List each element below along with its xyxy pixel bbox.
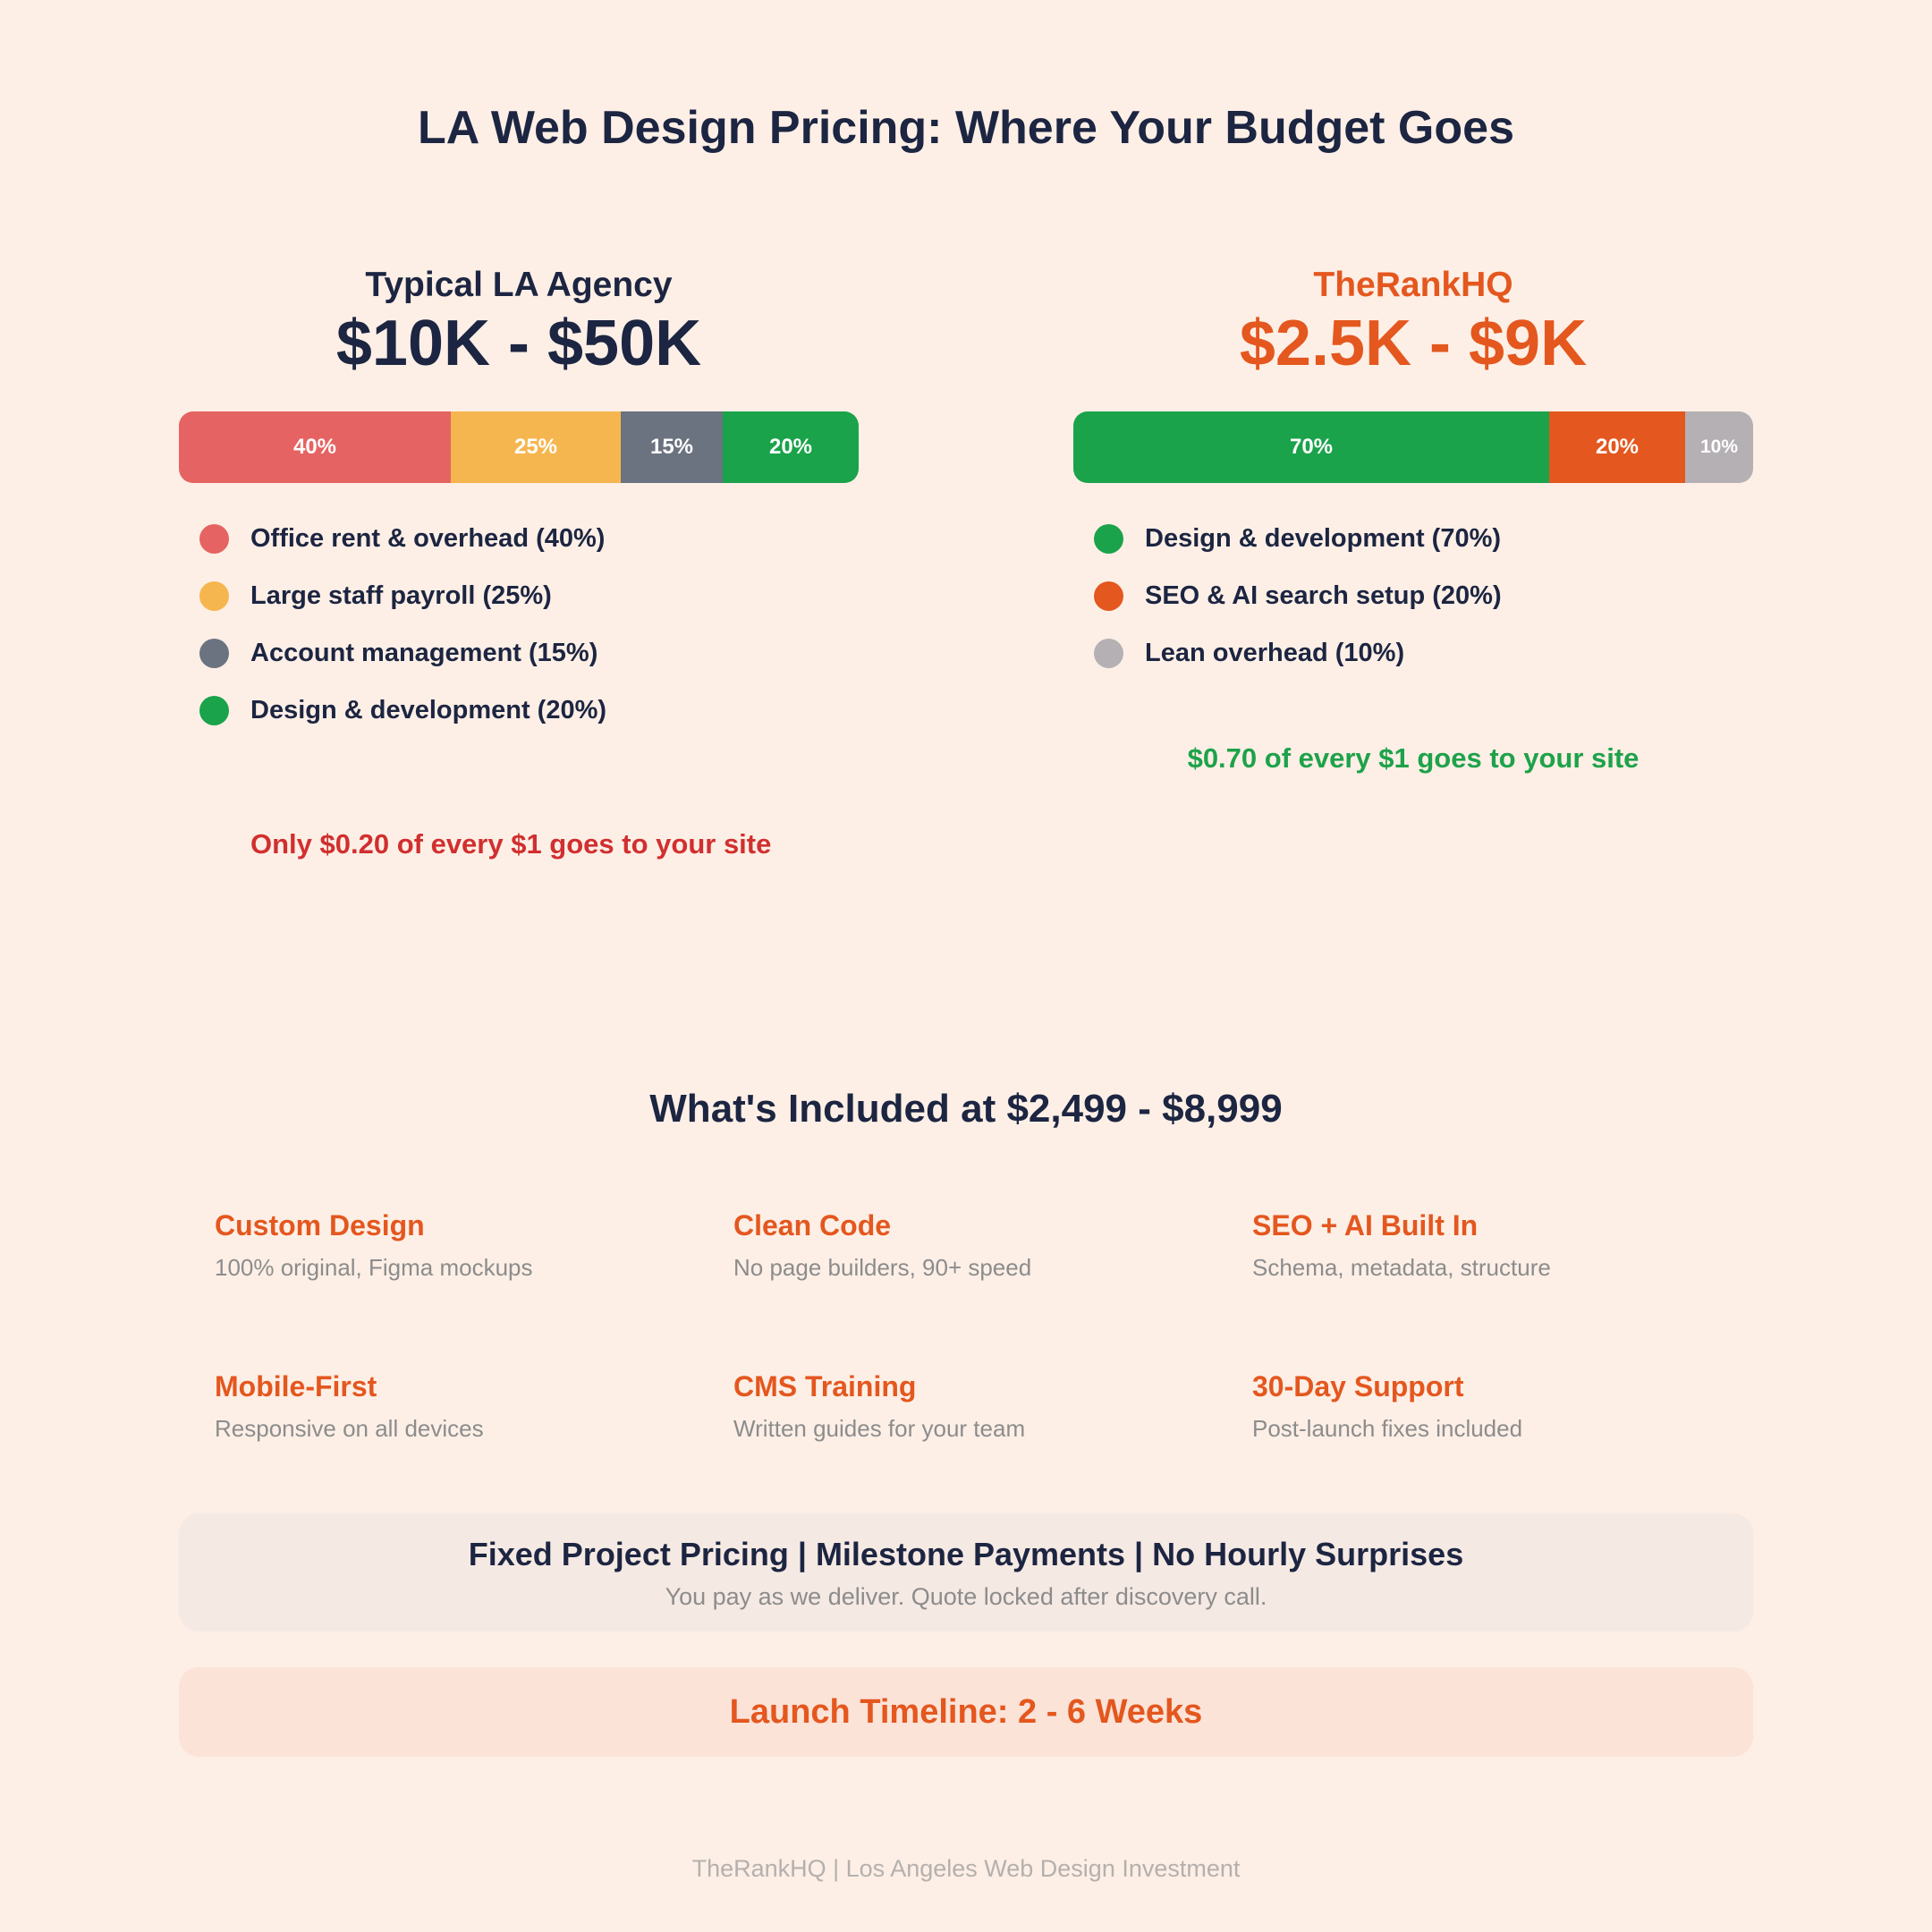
agency-budget-bar: 40% 25% 15% 20% <box>179 411 859 483</box>
bar-segment: 70% <box>1073 411 1549 483</box>
bar-segment: 40% <box>179 411 451 483</box>
therankhq-label: TheRankHQ <box>1313 266 1513 304</box>
legend-label: Office rent & overhead (40%) <box>250 523 606 553</box>
feature-30-day-support: 30-Day Support Post-launch fixes include… <box>1252 1368 1717 1444</box>
therankhq-header: TheRankHQ $2.5K - $9K <box>1073 265 1753 381</box>
legend-label: Large staff payroll (25%) <box>250 580 552 610</box>
therankhq-price: $2.5K - $9K <box>1239 308 1588 379</box>
feature-title: Mobile-First <box>215 1370 377 1402</box>
pricing-banner: Fixed Project Pricing | Milestone Paymen… <box>179 1513 1753 1631</box>
bar-segment: 10% <box>1685 411 1753 483</box>
timeline-text: Launch Timeline: 2 - 6 Weeks <box>729 1693 1203 1731</box>
pricing-subtext: You pay as we deliver. Quote locked afte… <box>665 1583 1267 1610</box>
feature-desc: Responsive on all devices <box>215 1415 484 1442</box>
legend-item: SEO & AI search setup (20%) <box>1073 567 1753 624</box>
legend-label: Account management (15%) <box>250 638 598 667</box>
agency-price: $10K - $50K <box>335 308 702 379</box>
agency-legend: Office rent & overhead (40%) Large staff … <box>179 510 859 739</box>
agency-label: Typical LA Agency <box>365 266 673 304</box>
feature-seo-ai: SEO + AI Built In Schema, metadata, stru… <box>1252 1208 1717 1283</box>
therankhq-budget-bar: 70% 20% 10% <box>1073 411 1753 483</box>
footer-text: TheRankHQ | Los Angeles Web Design Inves… <box>691 1855 1241 1882</box>
bar-segment: 20% <box>723 411 859 483</box>
agency-header: Typical LA Agency $10K - $50K <box>179 265 859 381</box>
legend-dot-icon <box>199 695 229 725</box>
feature-desc: 100% original, Figma mockups <box>215 1254 533 1281</box>
feature-title: 30-Day Support <box>1252 1370 1464 1402</box>
bar-segment: 25% <box>451 411 621 483</box>
therankhq-legend: Design & development (70%) SEO & AI searc… <box>1073 510 1753 682</box>
agency-callout: Only $0.20 of every $1 goes to your site <box>250 828 772 860</box>
legend-item: Lean overhead (10%) <box>1073 624 1753 682</box>
pricing-headline: Fixed Project Pricing | Milestone Paymen… <box>468 1536 1464 1572</box>
legend-label: Design & development (70%) <box>1145 523 1502 553</box>
bar-segment: 20% <box>1549 411 1685 483</box>
legend-label: Lean overhead (10%) <box>1145 638 1405 667</box>
legend-dot-icon <box>1094 580 1123 611</box>
legend-item: Large staff payroll (25%) <box>179 567 859 624</box>
feature-title: Custom Design <box>215 1209 425 1241</box>
feature-cms-training: CMS Training Written guides for your tea… <box>733 1368 1199 1444</box>
feature-desc: No page builders, 90+ speed <box>733 1254 1032 1281</box>
timeline-banner: Launch Timeline: 2 - 6 Weeks <box>179 1667 1753 1757</box>
legend-item: Office rent & overhead (40%) <box>179 510 859 567</box>
legend-item: Design & development (70%) <box>1073 510 1753 567</box>
legend-item: Account management (15%) <box>179 624 859 682</box>
feature-mobile-first: Mobile-First Responsive on all devices <box>215 1368 680 1444</box>
legend-dot-icon <box>199 523 229 554</box>
legend-label: Design & development (20%) <box>250 695 607 724</box>
legend-label: SEO & AI search setup (20%) <box>1145 580 1502 610</box>
legend-dot-icon <box>199 580 229 611</box>
feature-title: CMS Training <box>733 1370 917 1402</box>
included-title: What's Included at $2,499 - $8,999 <box>649 1087 1283 1131</box>
feature-desc: Schema, metadata, structure <box>1252 1254 1551 1281</box>
feature-title: Clean Code <box>733 1209 892 1241</box>
therankhq-callout: $0.70 of every $1 goes to your site <box>1187 742 1640 774</box>
feature-desc: Written guides for your team <box>733 1415 1026 1442</box>
feature-title: SEO + AI Built In <box>1252 1209 1479 1241</box>
legend-dot-icon <box>199 638 229 668</box>
feature-clean-code: Clean Code No page builders, 90+ speed <box>733 1208 1199 1283</box>
feature-custom-design: Custom Design 100% original, Figma mocku… <box>215 1208 680 1283</box>
bar-segment: 15% <box>621 411 723 483</box>
legend-dot-icon <box>1094 638 1123 668</box>
feature-desc: Post-launch fixes included <box>1252 1415 1523 1442</box>
legend-dot-icon <box>1094 523 1123 554</box>
page-title: LA Web Design Pricing: Where Your Budget… <box>418 102 1514 154</box>
legend-item: Design & development (20%) <box>179 682 859 739</box>
